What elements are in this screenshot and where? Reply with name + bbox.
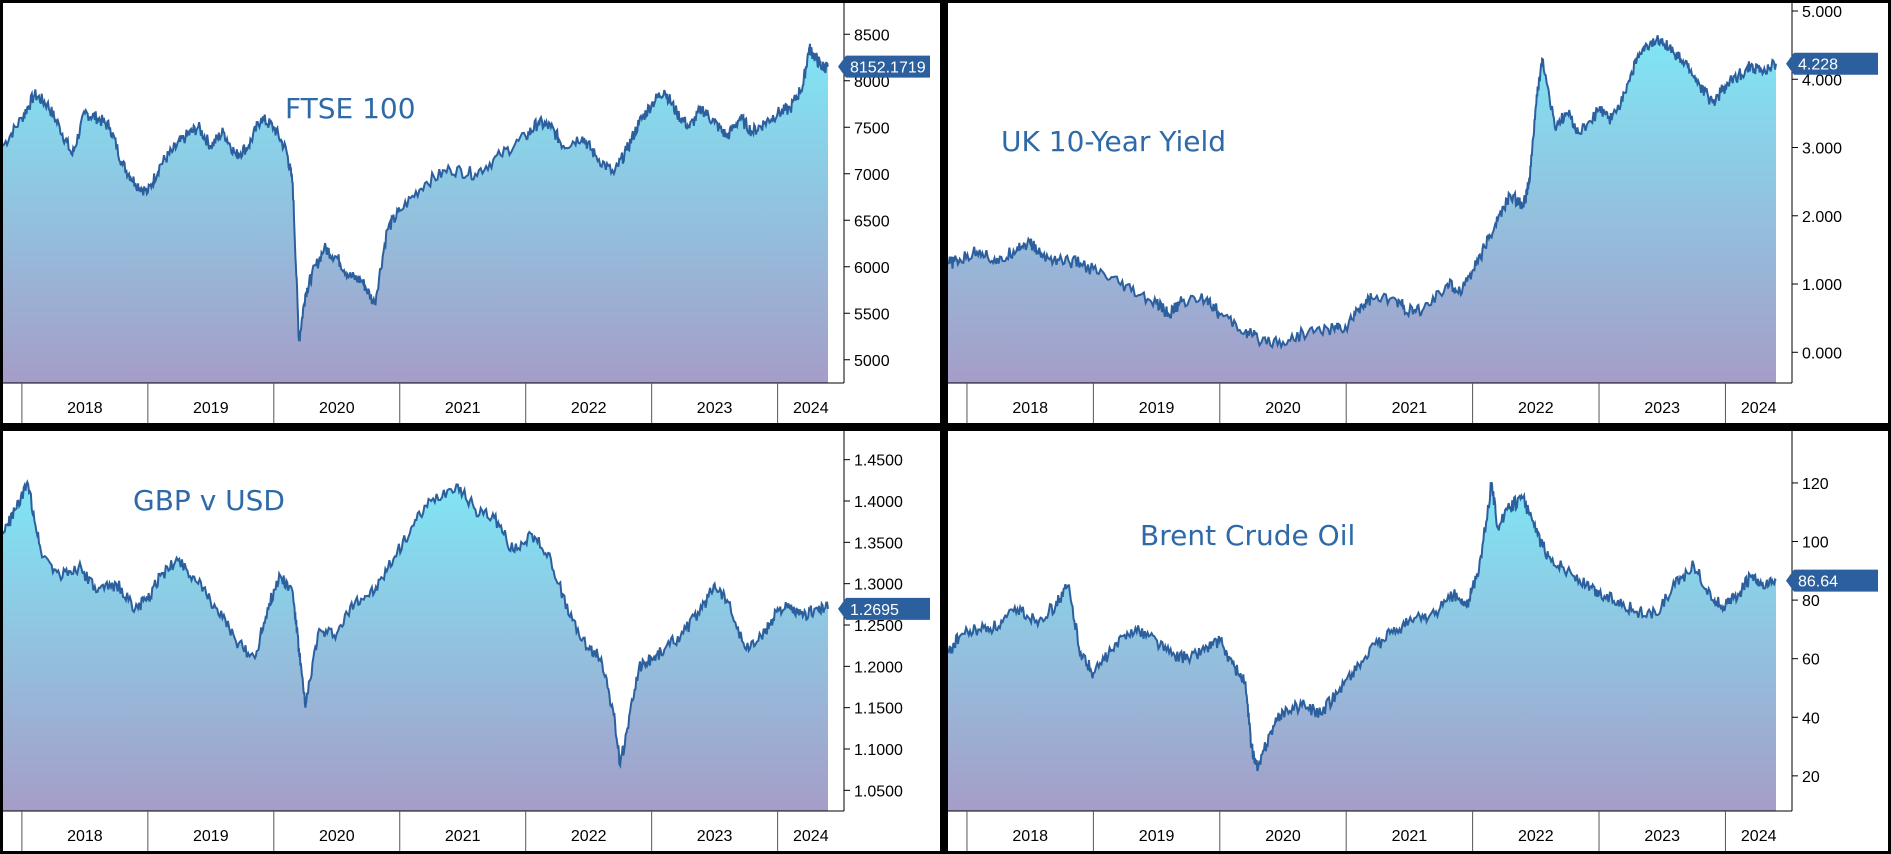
y-tick-label: 6500 [854, 213, 890, 230]
brent-crude-oil-panel: 20 40 60 80 100 120 2018 2019 2020 2021 2022 2023 20… [948, 431, 1888, 851]
y-tick-label: 7000 [854, 167, 890, 184]
gbp-v-usd-chart: 1.0500 1.1000 1.1500 1.2000 1.2500 1.3000 1.35… [3, 431, 930, 851]
x-tick-label: 2021 [1392, 400, 1428, 417]
series-line [948, 35, 1777, 351]
y-tick-label: 5000 [854, 353, 890, 370]
y-tick-label: 1.000 [1802, 277, 1842, 294]
y-tick-label: 80 [1802, 593, 1820, 610]
x-tick-label: 2022 [571, 400, 607, 417]
last-value-badge [838, 55, 930, 78]
y-tick-label: 5.000 [1802, 4, 1842, 21]
gbp-v-usd-panel: 1.0500 1.1000 1.1500 1.2000 1.2500 1.3000 1.35… [3, 431, 940, 851]
y-tick-label: 1.2500 [854, 618, 903, 635]
y-tick-label: 1.3000 [854, 577, 903, 594]
last-value-label: 8152.1719 [850, 60, 926, 77]
chart-title: GBP v USD [133, 484, 285, 517]
x-tick-label: 2020 [1265, 400, 1301, 417]
x-tick-label: 2020 [319, 400, 355, 417]
series-line [3, 43, 829, 342]
y-tick-label: 0.000 [1802, 345, 1842, 362]
x-tick-label: 2018 [1012, 400, 1048, 417]
uk-10-year-yield-panel: 0.000 1.000 2.000 3.000 4.000 5.000 2018 2019 20… [948, 3, 1888, 423]
x-tick-label: 2024 [793, 828, 829, 845]
ftse-100-chart: 5000 5500 6000 6500 7000 7500 8000 8500 2018 2019… [3, 3, 930, 423]
x-tick-label: 2021 [1392, 828, 1428, 845]
x-tick-label: 2022 [1518, 400, 1554, 417]
y-tick-label: 1.4500 [854, 453, 903, 470]
x-tick-label: 2018 [1012, 828, 1048, 845]
y-tick-label: 2.000 [1802, 209, 1842, 226]
x-tick-label: 2024 [1741, 828, 1777, 845]
y-tick-label: 60 [1802, 652, 1820, 669]
x-tick-label: 2021 [445, 828, 481, 845]
y-tick-label: 1.1500 [854, 701, 903, 718]
series-area [3, 43, 828, 384]
chart-title: Brent Crude Oil [1140, 519, 1355, 552]
x-tick-label: 2023 [1644, 400, 1680, 417]
y-tick-label: 8500 [854, 27, 890, 44]
x-tick-label: 2023 [1644, 828, 1680, 845]
x-tick-label: 2020 [319, 828, 355, 845]
x-tick-label: 2019 [193, 400, 229, 417]
x-tick-label: 2019 [1139, 400, 1175, 417]
x-tick-label: 2023 [697, 828, 733, 845]
y-tick-label: 5500 [854, 306, 890, 323]
series-area [948, 482, 1776, 811]
y-tick-label: 120 [1802, 476, 1829, 493]
last-value-badge [1786, 569, 1878, 592]
y-tick-label: 1.2000 [854, 659, 903, 676]
y-tick-label: 3.000 [1802, 141, 1842, 158]
x-tick-label: 2023 [697, 400, 733, 417]
y-tick-label: 1.0500 [854, 783, 903, 800]
x-tick-label: 2022 [571, 828, 607, 845]
brent-crude-oil-chart: 20 40 60 80 100 120 2018 2019 2020 2021 2022 2023 20… [948, 431, 1878, 851]
ftse-100-panel: 5000 5500 6000 6500 7000 7500 8000 8500 2018 2019… [3, 3, 940, 423]
x-tick-label: 2020 [1265, 828, 1301, 845]
y-tick-label: 1.1000 [854, 742, 903, 759]
series-area [948, 35, 1776, 384]
y-tick-label: 4.000 [1802, 72, 1842, 89]
y-tick-label: 8000 [854, 74, 890, 91]
series-line [3, 479, 829, 769]
y-tick-label: 1.4000 [854, 494, 903, 511]
x-tick-label: 2019 [1139, 828, 1175, 845]
y-tick-label: 40 [1802, 710, 1820, 727]
y-tick-label: 6000 [854, 260, 890, 277]
y-tick-label: 20 [1802, 769, 1820, 786]
y-tick-label: 1.3500 [854, 535, 903, 552]
chart-title: UK 10-Year Yield [1001, 125, 1226, 158]
x-tick-label: 2019 [193, 828, 229, 845]
series-line [948, 481, 1777, 772]
last-value-badge [1786, 52, 1878, 75]
y-tick-label: 7500 [854, 120, 890, 137]
x-tick-label: 2018 [67, 828, 103, 845]
chart-title: FTSE 100 [285, 92, 416, 125]
y-tick-label: 100 [1802, 535, 1829, 552]
last-value-label: 4.228 [1798, 57, 1838, 74]
last-value-badge [838, 597, 930, 620]
x-tick-label: 2024 [793, 400, 829, 417]
x-tick-label: 2018 [67, 400, 103, 417]
uk-10-year-yield-chart: 0.000 1.000 2.000 3.000 4.000 5.000 2018 2019 20… [948, 3, 1878, 423]
x-tick-label: 2021 [445, 400, 481, 417]
x-tick-label: 2024 [1741, 400, 1777, 417]
series-area [3, 482, 828, 811]
last-value-label: 1.2695 [850, 602, 899, 619]
x-tick-label: 2022 [1518, 828, 1554, 845]
last-value-label: 86.64 [1798, 574, 1838, 591]
